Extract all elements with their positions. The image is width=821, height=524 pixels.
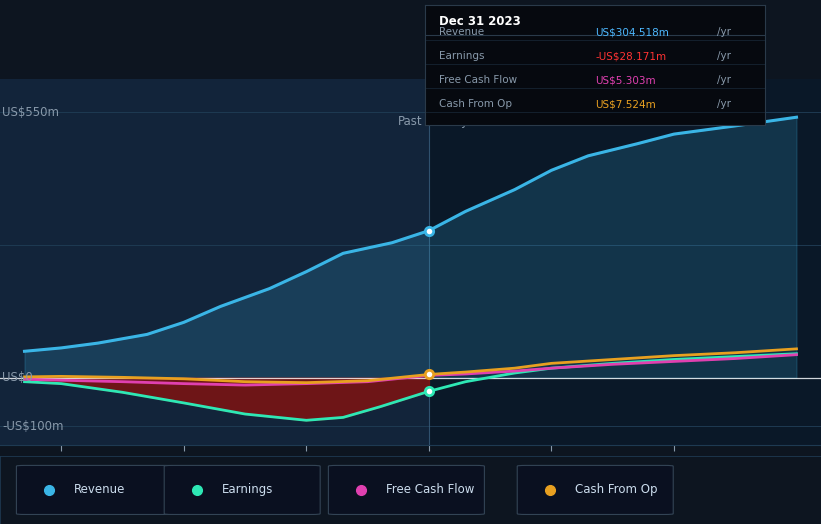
Text: Cash From Op: Cash From Op <box>575 484 657 496</box>
Text: Cash From Op: Cash From Op <box>438 100 511 110</box>
Text: Revenue: Revenue <box>74 484 126 496</box>
Bar <box>0 79 429 445</box>
FancyBboxPatch shape <box>328 465 484 515</box>
Text: US$7.524m: US$7.524m <box>595 100 656 110</box>
Text: Earnings: Earnings <box>438 51 484 61</box>
Text: /yr: /yr <box>718 75 732 85</box>
Text: /yr: /yr <box>718 100 732 110</box>
Text: -US$28.171m: -US$28.171m <box>595 51 666 61</box>
Text: US$304.518m: US$304.518m <box>595 27 669 37</box>
Text: US$5.303m: US$5.303m <box>595 75 656 85</box>
Text: US$0: US$0 <box>2 372 33 384</box>
Text: US$550m: US$550m <box>2 106 59 119</box>
Text: Past: Past <box>398 115 423 128</box>
Text: Free Cash Flow: Free Cash Flow <box>438 75 516 85</box>
FancyBboxPatch shape <box>16 465 172 515</box>
Text: -US$100m: -US$100m <box>2 420 64 433</box>
Bar <box>429 79 821 445</box>
FancyBboxPatch shape <box>164 465 320 515</box>
Text: Free Cash Flow: Free Cash Flow <box>386 484 475 496</box>
Text: /yr: /yr <box>718 51 732 61</box>
FancyBboxPatch shape <box>517 465 673 515</box>
Text: Earnings: Earnings <box>222 484 273 496</box>
Text: Revenue: Revenue <box>438 27 484 37</box>
Text: Dec 31 2023: Dec 31 2023 <box>438 15 521 28</box>
Text: Analysts Forecasts: Analysts Forecasts <box>435 115 545 128</box>
Text: /yr: /yr <box>718 27 732 37</box>
